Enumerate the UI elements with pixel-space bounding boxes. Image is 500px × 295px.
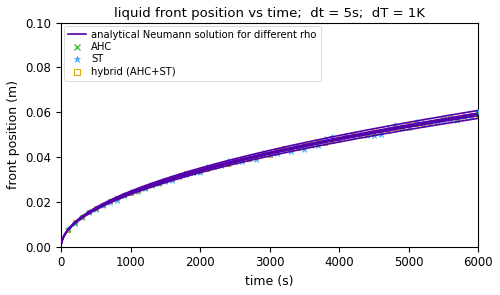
- Legend: analytical Neumann solution for different rho, AHC, ST, hybrid (AHC+ST): analytical Neumann solution for differen…: [64, 25, 320, 81]
- X-axis label: time (s): time (s): [246, 275, 294, 288]
- Y-axis label: front position (m): front position (m): [7, 80, 20, 189]
- Title: liquid front position vs time;  dt = 5s;  dT = 1K: liquid front position vs time; dt = 5s; …: [114, 7, 425, 20]
